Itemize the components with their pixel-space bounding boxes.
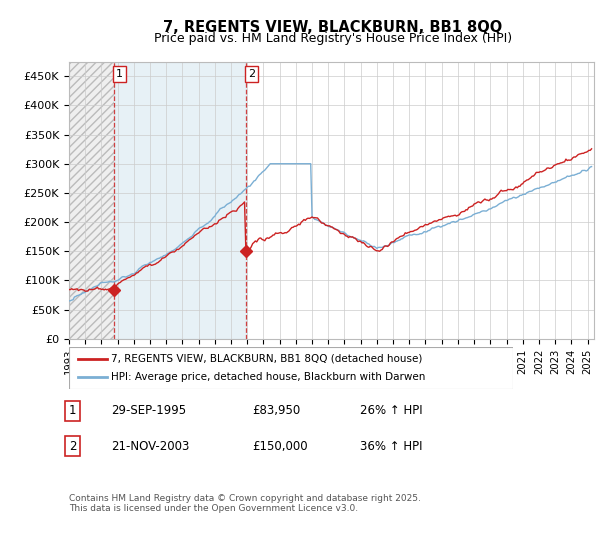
Text: 36% ↑ HPI: 36% ↑ HPI bbox=[360, 440, 422, 452]
Text: 7, REGENTS VIEW, BLACKBURN, BB1 8QQ: 7, REGENTS VIEW, BLACKBURN, BB1 8QQ bbox=[163, 20, 503, 35]
Text: 26% ↑ HPI: 26% ↑ HPI bbox=[360, 404, 422, 417]
Text: 29-SEP-1995: 29-SEP-1995 bbox=[111, 404, 186, 417]
Text: 1: 1 bbox=[69, 404, 77, 417]
Text: £150,000: £150,000 bbox=[252, 440, 308, 452]
Text: 1: 1 bbox=[116, 69, 123, 79]
Text: Price paid vs. HM Land Registry's House Price Index (HPI): Price paid vs. HM Land Registry's House … bbox=[154, 32, 512, 45]
Text: 21-NOV-2003: 21-NOV-2003 bbox=[111, 440, 190, 452]
Text: £83,950: £83,950 bbox=[252, 404, 300, 417]
Text: 7, REGENTS VIEW, BLACKBURN, BB1 8QQ (detached house): 7, REGENTS VIEW, BLACKBURN, BB1 8QQ (det… bbox=[111, 354, 422, 364]
Text: 2: 2 bbox=[248, 69, 255, 79]
Text: HPI: Average price, detached house, Blackburn with Darwen: HPI: Average price, detached house, Blac… bbox=[111, 372, 425, 382]
Text: Contains HM Land Registry data © Crown copyright and database right 2025.
This d: Contains HM Land Registry data © Crown c… bbox=[69, 494, 421, 514]
Text: 2: 2 bbox=[69, 440, 77, 452]
